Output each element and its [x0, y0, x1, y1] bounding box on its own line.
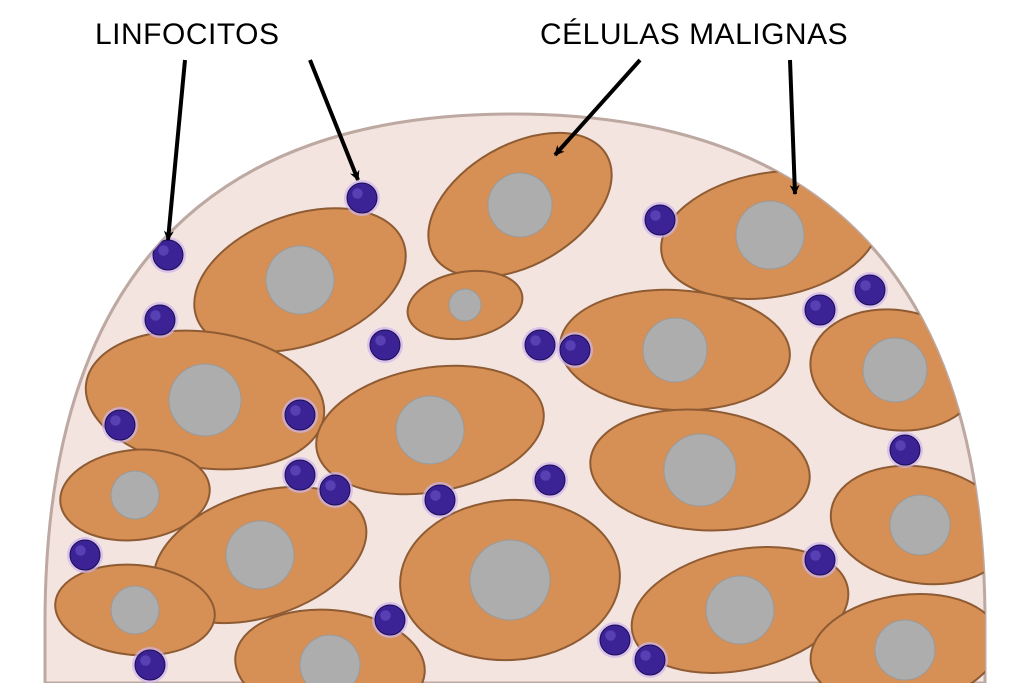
lymphocyte: [642, 202, 678, 238]
lymphocyte: [522, 327, 558, 363]
lymphocyte: [802, 542, 838, 578]
lymphocyte: [344, 180, 380, 216]
lymphocyte: [67, 537, 103, 573]
label-arrow: [790, 60, 795, 194]
label-linfocitos: LINFOCITOS: [95, 18, 279, 52]
label-arrow: [168, 60, 185, 240]
lymphocyte: [852, 272, 888, 308]
label-celulas-malignas: CÉLULAS MALIGNAS: [540, 18, 848, 52]
diagram-stage: LINFOCITOS CÉLULAS MALIGNAS: [0, 0, 1024, 683]
lymphocyte: [132, 647, 168, 683]
lymphocyte: [802, 292, 838, 328]
lymphocyte: [282, 457, 318, 493]
lymphocyte: [102, 407, 138, 443]
lymphocyte: [142, 302, 178, 338]
lymphocyte: [372, 602, 408, 638]
lymphocyte: [597, 622, 633, 658]
lymphocyte: [887, 432, 923, 468]
lymphocyte: [150, 237, 186, 273]
lymphocyte: [317, 472, 353, 508]
lymphocyte: [282, 397, 318, 433]
lymphocyte: [532, 462, 568, 498]
lymphocyte: [632, 642, 668, 678]
lymphocyte: [557, 332, 593, 368]
lymphocyte: [422, 482, 458, 518]
cell-diagram-svg: [0, 0, 1024, 683]
lymphocyte: [367, 327, 403, 363]
